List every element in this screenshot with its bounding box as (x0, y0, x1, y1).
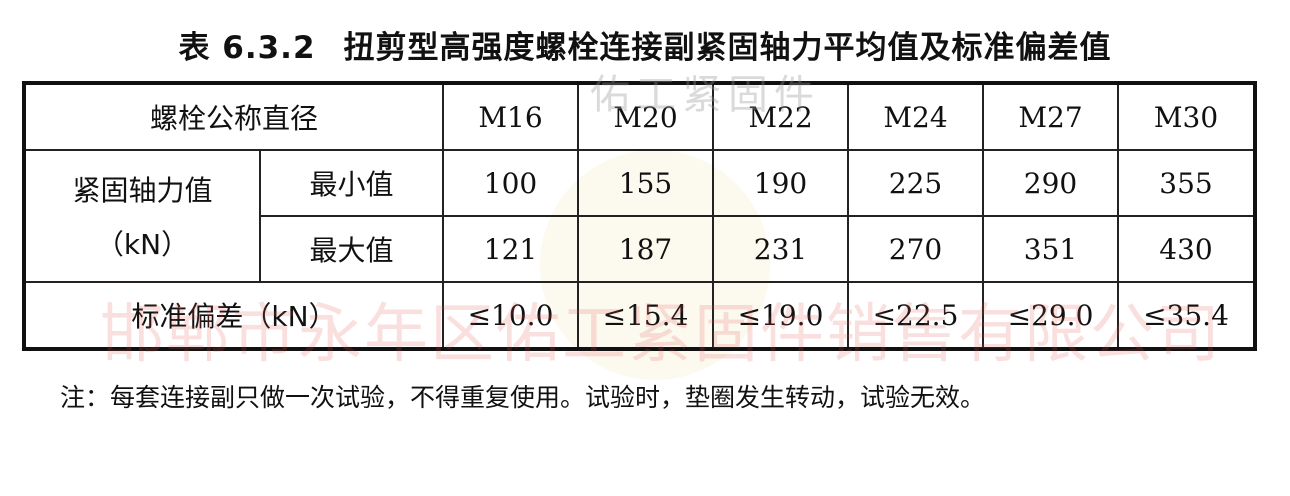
std-cell: ≤35.4 (1117, 281, 1256, 350)
table-row: 紧固轴力值 （kN） 最小值 100 155 190 225 290 355 (23, 149, 1256, 283)
table-note: 注：每套连接副只做一次试验，不得重复使用。试验时，垫圈发生转动，试验无效。 (60, 383, 986, 412)
std-cell: ≤19.0 (712, 281, 849, 350)
max-cell: 430 (1117, 215, 1256, 283)
diameter-cell: M27 (982, 82, 1119, 151)
table-row: 最大值 121 187 231 270 351 430 (24, 215, 1256, 283)
min-cell: 355 (1117, 149, 1256, 217)
header-label: 螺栓公称直径 (23, 82, 444, 151)
table-row: 螺栓公称直径 M16 M20 M22 M24 M27 M30 (23, 82, 1256, 151)
max-cell: 187 (577, 215, 714, 283)
std-label: 标准偏差（kN） (23, 281, 444, 350)
force-label: 紧固轴力值 （kN） (23, 149, 261, 283)
force-label-text: 紧固轴力值 (72, 174, 213, 207)
diameter-cell: M16 (442, 82, 579, 151)
max-cell: 270 (847, 215, 984, 283)
watermark-company: 邯郸市永年区佑工紧固件销售有限公司 (100, 298, 1222, 372)
min-cell: 290 (982, 149, 1119, 217)
min-cell: 155 (577, 149, 714, 217)
min-cell: 100 (442, 149, 579, 217)
bolt-force-table: 螺栓公称直径 M16 M20 M22 M24 M27 M30 紧固轴力值 （kN）… (22, 81, 1257, 351)
max-cell: 351 (982, 215, 1119, 283)
std-cell: ≤29.0 (982, 281, 1119, 350)
max-cell: 231 (712, 215, 849, 283)
force-unit: （kN） (95, 228, 190, 261)
table-title-text: 扭剪型高强度螺栓连接副紧固轴力平均值及标准偏差值 (343, 30, 1112, 66)
watermark-top: 佑工紧固件 (590, 72, 820, 118)
min-cell: 190 (712, 149, 849, 217)
table-row: 标准偏差（kN） ≤10.0 ≤15.4 ≤19.0 ≤22.5 ≤29.0 ≤… (23, 281, 1256, 350)
std-cell: ≤22.5 (847, 281, 984, 350)
min-cell: 225 (847, 149, 984, 217)
diameter-cell: M22 (712, 82, 849, 151)
max-cell: 121 (442, 215, 579, 283)
diameter-cell: M30 (1117, 82, 1256, 151)
table-number: 表 6.3.2 (178, 30, 316, 66)
min-label: 最小值 (259, 149, 444, 217)
table-title: 表 6.3.2 扭剪型高强度螺栓连接副紧固轴力平均值及标准偏差值 (0, 22, 1290, 67)
max-label: 最大值 (259, 215, 444, 283)
diameter-cell: M24 (847, 82, 984, 151)
std-cell: ≤10.0 (442, 281, 579, 350)
diameter-cell: M20 (577, 82, 714, 151)
std-cell: ≤15.4 (577, 281, 714, 350)
